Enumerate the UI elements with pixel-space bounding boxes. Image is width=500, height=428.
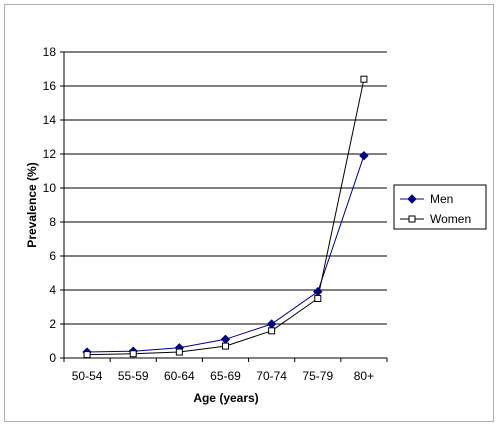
series-lines [82, 75, 369, 359]
y-tick-label: 10 [43, 181, 57, 195]
x-tick-label: 80+ [354, 369, 374, 383]
y-tick-label: 14 [43, 113, 57, 127]
y-tick-label: 2 [49, 317, 56, 331]
data-point-women [268, 327, 276, 335]
y-tick-label: 12 [43, 147, 57, 161]
data-point-women [360, 75, 368, 83]
legend-label-men: Men [430, 192, 453, 206]
gridlines [64, 51, 387, 325]
y-tick-label: 6 [49, 249, 56, 263]
legend-marker-men [407, 194, 417, 204]
x-axis-title: Age (years) [193, 391, 258, 405]
legend-marker-women [408, 215, 416, 223]
data-point-men [266, 319, 277, 329]
x-tick-label: 65-69 [210, 369, 241, 383]
y-tick-label: 18 [43, 45, 57, 59]
data-point-men [359, 150, 369, 161]
data-point-women [314, 295, 322, 302]
data-point-women [175, 348, 183, 356]
y-tick-label: 16 [43, 79, 57, 93]
y-tick-label: 4 [49, 283, 56, 297]
data-point-women [83, 351, 91, 359]
data-point-women [129, 350, 137, 358]
y-tick-label: 8 [49, 215, 56, 229]
x-tick-label: 70-74 [256, 369, 287, 383]
axes: 0 2 4 6 8 10 12 14 16 18 50-54 55-59 60-64 65-69 70-74… [43, 45, 388, 383]
legend-label-women: Women [430, 212, 471, 226]
legend: Men Women [393, 184, 487, 230]
data-point-women [222, 342, 229, 350]
x-tick-label: 50-54 [72, 369, 103, 383]
data-point-men [220, 334, 231, 345]
x-tick-label: 75-79 [302, 369, 333, 383]
y-axis-title: Prevalence (%) [25, 162, 39, 247]
x-tick-label: 60-64 [164, 369, 195, 383]
series-line-men [87, 155, 365, 353]
series-line-women [87, 79, 365, 356]
x-tick-label: 55-59 [118, 369, 149, 383]
data-point-men [313, 286, 323, 297]
y-tick-label: 0 [49, 351, 56, 365]
